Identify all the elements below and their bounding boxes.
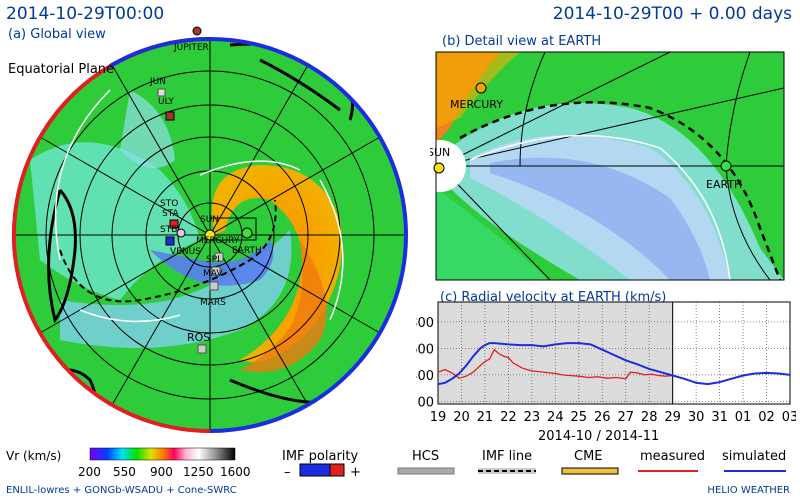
relative-time-label: 2014-10-29T00 + 0.00 days	[552, 4, 792, 24]
vr-tick-550: 550	[113, 465, 136, 479]
datetime-label: 2014-10-29T00:00	[6, 4, 165, 24]
x-tick-label: 29	[664, 410, 681, 425]
series-line-measured	[437, 348, 673, 380]
radial-velocity-label: (c) Radial velocity at EARTH (km/s)	[440, 290, 667, 305]
plane-label: Equatorial Plane	[8, 62, 115, 77]
cme-swatch	[561, 467, 619, 475]
simulated-label: simulated	[722, 449, 786, 464]
x-tick-label: 24	[547, 410, 564, 425]
detail-earth-marker	[720, 160, 732, 172]
brand-label: HELIO WEATHER	[707, 485, 790, 496]
cme-label: CME	[574, 449, 603, 464]
sun-marker	[204, 229, 216, 241]
x-tick-label: 25	[571, 410, 588, 425]
legend-bar: Vr (km/s) 200 550 900 1250 1600 IMF pola…	[6, 447, 786, 480]
credit-label: ENLIL-lowres + GONGb-WSADU + Cone-SWRC	[6, 485, 237, 496]
detail-label-mercury: MERCURY	[450, 98, 503, 111]
x-tick-label: 01	[735, 410, 752, 425]
body-label-spi: SPI	[206, 255, 220, 265]
y-tick-label: 200	[416, 395, 434, 410]
x-tick-label: 26	[594, 410, 611, 425]
body-label-mercury: MERCURY	[196, 236, 240, 246]
imf-minus: –	[284, 465, 291, 480]
x-tick-label: 02	[758, 410, 775, 425]
vr-tick-1250: 1250	[183, 465, 214, 479]
body-label-sun: SUN	[200, 215, 219, 225]
body-label-earth: EARTH	[232, 246, 262, 256]
jupiter-marker	[192, 26, 202, 36]
x-tick-label: 19	[430, 410, 447, 425]
x-tick-label: 23	[524, 410, 541, 425]
body-label-mav: MAV	[203, 269, 223, 279]
body-label-sta: STA	[162, 209, 180, 219]
x-tick-label: 28	[641, 410, 658, 425]
detail-view-label: (b) Detail view at EARTH	[442, 34, 602, 49]
forecast-period	[672, 302, 790, 404]
x-tick-label: 21	[477, 410, 494, 425]
x-tick-label: 31	[711, 410, 728, 425]
chart-frame	[437, 301, 791, 405]
venus-marker	[176, 228, 186, 238]
vr-tick-1600: 1600	[220, 465, 251, 479]
body-label-jupiter: JUPITER	[173, 43, 209, 53]
global-view-disk: JUPITER JUN ULY STO STA STB VENUS SUN ME…	[11, 26, 408, 433]
body-label-stb: STB	[160, 225, 177, 235]
imf-line-label: IMF line	[482, 449, 532, 464]
chart-x-axis-label: 2014-10 / 2014-11	[538, 429, 660, 444]
detail-label-earth: EARTH	[706, 178, 742, 191]
x-tick-label: 30	[688, 410, 705, 425]
measured-label: measured	[640, 449, 705, 464]
imf-positive-swatch	[329, 463, 345, 477]
detail-mercury-marker	[475, 82, 487, 94]
detail-label-sun: SUN	[430, 146, 450, 159]
hcs-label: HCS	[412, 449, 439, 464]
x-tick-label: 03	[782, 410, 796, 425]
body-label-sto: STO	[160, 199, 178, 209]
uly-marker	[165, 111, 175, 121]
body-label-jun: JUN	[149, 77, 166, 87]
hcs-swatch	[397, 467, 455, 475]
x-tick-label: 27	[617, 410, 634, 425]
ros-marker	[197, 344, 207, 354]
imf-polarity-label: IMF polarity	[282, 449, 358, 464]
vr-tick-200: 200	[78, 465, 101, 479]
y-tick-label: 400	[416, 369, 434, 384]
imf-plus: +	[350, 465, 361, 480]
earth-marker	[241, 227, 253, 239]
y-tick-label: 800	[416, 316, 434, 331]
global-view-label: (a) Global view	[8, 27, 106, 42]
mars-marker	[209, 281, 219, 291]
imf-negative-swatch	[299, 463, 331, 477]
stb-marker	[165, 236, 175, 246]
x-tick-label: 20	[453, 410, 470, 425]
vr-label: Vr (km/s)	[6, 449, 61, 463]
detail-view-panel: MERCURY SUN EARTH	[430, 51, 785, 281]
body-label-venus: VENUS	[170, 247, 201, 257]
mav-marker	[211, 266, 221, 276]
radial-velocity-chart: 200 400 600 800 19 20 21 22 23 24 25 26 27 28 29 30 31 01…	[416, 301, 796, 425]
jun-marker	[157, 88, 166, 97]
body-label-mars: MARS	[200, 298, 226, 308]
series-line-simulated	[437, 342, 791, 386]
detail-sun-marker	[433, 162, 445, 174]
body-label-ros: ROS	[187, 331, 210, 344]
vr-colorbar	[89, 447, 236, 461]
spi-marker	[214, 252, 224, 262]
body-label-uly: ULY	[158, 97, 174, 107]
y-tick-label: 600	[416, 342, 434, 357]
x-tick-label: 22	[500, 410, 517, 425]
sta-marker	[169, 219, 179, 229]
vr-tick-900: 900	[150, 465, 173, 479]
